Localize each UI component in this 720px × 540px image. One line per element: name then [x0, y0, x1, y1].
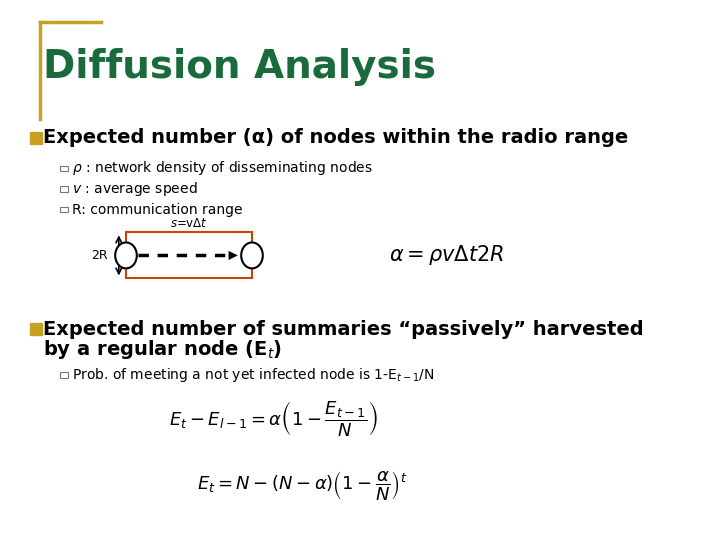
FancyBboxPatch shape — [60, 186, 68, 192]
Bar — [30, 323, 42, 335]
Text: Prob. of meeting a not yet infected node is 1-E$_{t-1}$/N: Prob. of meeting a not yet infected node… — [72, 366, 435, 384]
FancyBboxPatch shape — [60, 373, 68, 378]
Text: Diffusion Analysis: Diffusion Analysis — [43, 49, 436, 86]
Text: $s$=v$\Delta t$: $s$=v$\Delta t$ — [170, 217, 208, 230]
Text: by a regular node (E$_t$): by a regular node (E$_t$) — [43, 339, 282, 361]
Text: R: communication range: R: communication range — [72, 202, 243, 217]
Bar — [126, 232, 252, 279]
Text: $v$ : average speed: $v$ : average speed — [72, 180, 197, 198]
Ellipse shape — [241, 242, 263, 268]
Text: Expected number (α) of nodes within the radio range: Expected number (α) of nodes within the … — [43, 128, 629, 147]
Text: Expected number of summaries “passively” harvested: Expected number of summaries “passively”… — [43, 320, 644, 339]
FancyBboxPatch shape — [60, 165, 68, 172]
Bar — [30, 132, 42, 144]
Text: 2R: 2R — [91, 249, 108, 262]
Text: $\rho$ : network density of disseminating nodes: $\rho$ : network density of disseminatin… — [72, 159, 373, 178]
Text: $E_t = N - (N - \alpha) \left(1 - \dfrac{\alpha}{N}\right)^t$: $E_t = N - (N - \alpha) \left(1 - \dfrac… — [197, 469, 408, 503]
Ellipse shape — [115, 242, 137, 268]
Text: $\alpha = \rho v \Delta t 2R$: $\alpha = \rho v \Delta t 2R$ — [389, 244, 504, 267]
Text: $E_t - E_{l-1} = \alpha \left(1 - \dfrac{E_{t-1}}{N}\right)$: $E_t - E_{l-1} = \alpha \left(1 - \dfrac… — [169, 399, 378, 438]
FancyBboxPatch shape — [60, 206, 68, 212]
